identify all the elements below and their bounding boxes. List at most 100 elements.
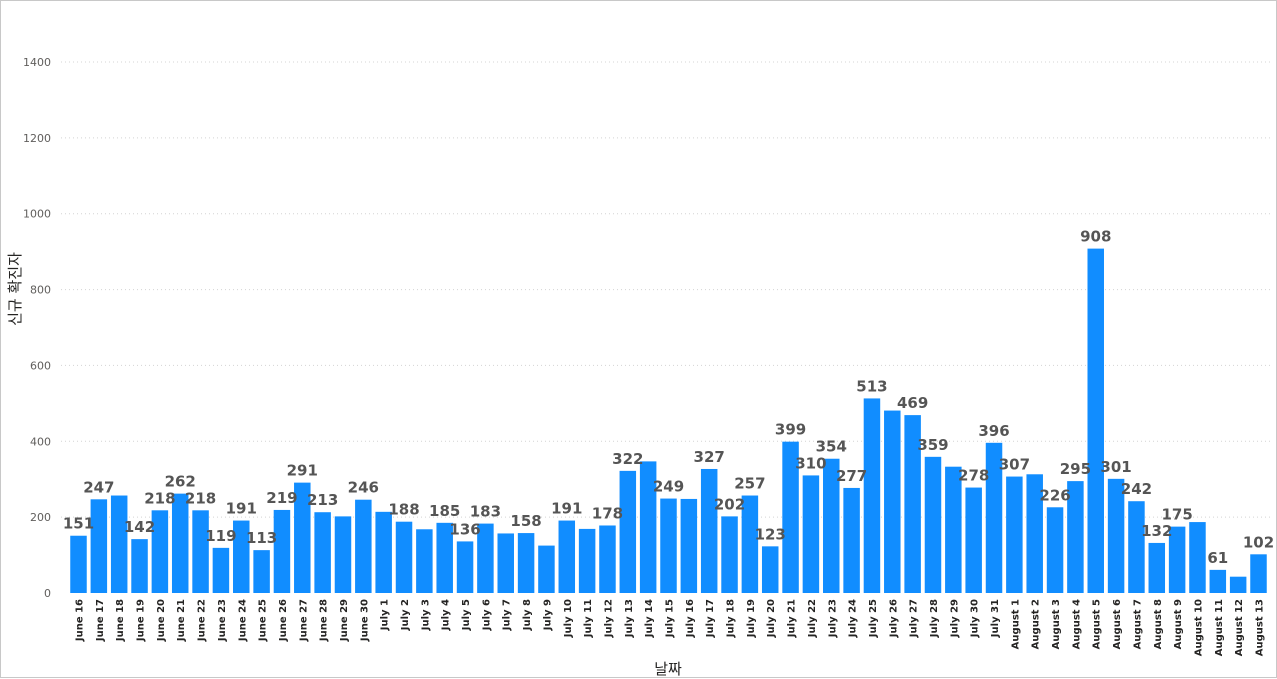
- x-tick-label: July 24: [848, 599, 859, 638]
- bar[interactable]: [517, 533, 535, 593]
- bar[interactable]: [1046, 507, 1064, 593]
- bar[interactable]: [965, 487, 982, 593]
- bar[interactable]: [1148, 542, 1166, 593]
- x-tick-label: June 27: [298, 599, 309, 642]
- bar[interactable]: [110, 495, 128, 593]
- data-label: 226: [1039, 486, 1070, 504]
- bar[interactable]: [171, 493, 189, 593]
- bar[interactable]: [294, 482, 311, 593]
- x-tick-label: July 11: [583, 599, 594, 638]
- bar[interactable]: [599, 525, 616, 593]
- data-label: 291: [287, 462, 318, 480]
- x-tick-label: July 16: [685, 599, 696, 638]
- x-tick-label: June 26: [278, 599, 289, 642]
- bar[interactable]: [700, 468, 718, 593]
- bar[interactable]: [1107, 478, 1125, 593]
- y-tick-label: 800: [30, 284, 51, 297]
- x-tick-label: June 25: [258, 599, 269, 642]
- bar[interactable]: [395, 521, 413, 593]
- bar[interactable]: [1250, 554, 1267, 593]
- bar[interactable]: [1209, 569, 1227, 593]
- bar[interactable]: [1168, 526, 1186, 593]
- bar[interactable]: [273, 509, 291, 593]
- bar[interactable]: [945, 466, 962, 593]
- bar[interactable]: [151, 510, 169, 593]
- x-tick-label: July 14: [644, 599, 655, 638]
- y-tick-label: 200: [30, 511, 51, 524]
- bar[interactable]: [538, 545, 555, 593]
- data-label: 310: [795, 454, 826, 472]
- bar[interactable]: [212, 547, 230, 593]
- x-tick-label: August 8: [1153, 599, 1164, 649]
- data-label: 132: [1141, 522, 1172, 540]
- bar[interactable]: [884, 410, 901, 593]
- bar[interactable]: [619, 470, 637, 593]
- bar[interactable]: [843, 487, 860, 593]
- bar[interactable]: [904, 415, 921, 593]
- bar[interactable]: [1026, 474, 1043, 593]
- bar[interactable]: [863, 398, 881, 593]
- bar[interactable]: [436, 522, 453, 593]
- bar[interactable]: [1229, 576, 1247, 593]
- bar[interactable]: [721, 516, 738, 593]
- x-tick-label: July 26: [888, 599, 899, 638]
- bar[interactable]: [578, 528, 596, 593]
- x-tick-label: July 21: [787, 599, 798, 638]
- x-tick-label: July 30: [970, 599, 981, 638]
- bar[interactable]: [456, 541, 474, 593]
- bar[interactable]: [192, 510, 209, 593]
- bar[interactable]: [782, 441, 799, 593]
- bar[interactable]: [1189, 522, 1206, 593]
- x-tick-label: August 4: [1071, 599, 1082, 649]
- bar[interactable]: [477, 523, 494, 593]
- bar[interactable]: [660, 498, 677, 593]
- bar[interactable]: [375, 511, 392, 593]
- data-label: 61: [1207, 549, 1228, 567]
- x-tick-label: July 5: [461, 599, 472, 631]
- bar[interactable]: [1128, 501, 1145, 593]
- bars: [70, 248, 1267, 593]
- bar[interactable]: [741, 495, 759, 593]
- bar[interactable]: [985, 442, 1003, 593]
- x-tick-label: July 22: [807, 599, 818, 638]
- bar[interactable]: [802, 475, 820, 593]
- x-tick-label: July 12: [603, 599, 614, 638]
- bar[interactable]: [558, 520, 576, 593]
- bar[interactable]: [1087, 248, 1104, 593]
- bar[interactable]: [131, 539, 148, 593]
- bar[interactable]: [680, 498, 698, 593]
- bar[interactable]: [355, 499, 372, 593]
- data-label: 295: [1060, 460, 1091, 478]
- bar[interactable]: [639, 461, 657, 593]
- data-label: 213: [307, 491, 338, 509]
- bar[interactable]: [1067, 481, 1084, 593]
- bar[interactable]: [761, 546, 779, 593]
- bar[interactable]: [314, 512, 331, 593]
- bar[interactable]: [823, 458, 840, 593]
- x-tick-label: June 18: [115, 599, 126, 642]
- x-tick-label: July 10: [563, 599, 574, 638]
- x-tick-label: August 5: [1092, 599, 1103, 649]
- bar[interactable]: [1006, 476, 1023, 593]
- x-tick-label: July 3: [420, 599, 431, 631]
- bar[interactable]: [233, 520, 250, 593]
- bar[interactable]: [924, 456, 942, 593]
- y-axis-title: 신규 확진자: [6, 252, 24, 326]
- bar[interactable]: [90, 499, 108, 593]
- x-tick-label: July 6: [481, 599, 492, 631]
- bar[interactable]: [253, 550, 270, 593]
- x-tick-label: June 21: [176, 599, 187, 642]
- bar[interactable]: [497, 533, 514, 593]
- bar[interactable]: [70, 535, 87, 593]
- bar[interactable]: [334, 516, 352, 593]
- data-label: 469: [897, 394, 928, 412]
- y-tick-label: 400: [30, 435, 51, 448]
- bar[interactable]: [416, 529, 433, 593]
- data-label: 191: [551, 500, 582, 518]
- x-tick-label: July 20: [766, 599, 777, 638]
- data-label: 136: [449, 520, 480, 538]
- x-tick-label: June 24: [237, 599, 248, 642]
- y-tick-label: 600: [30, 359, 51, 372]
